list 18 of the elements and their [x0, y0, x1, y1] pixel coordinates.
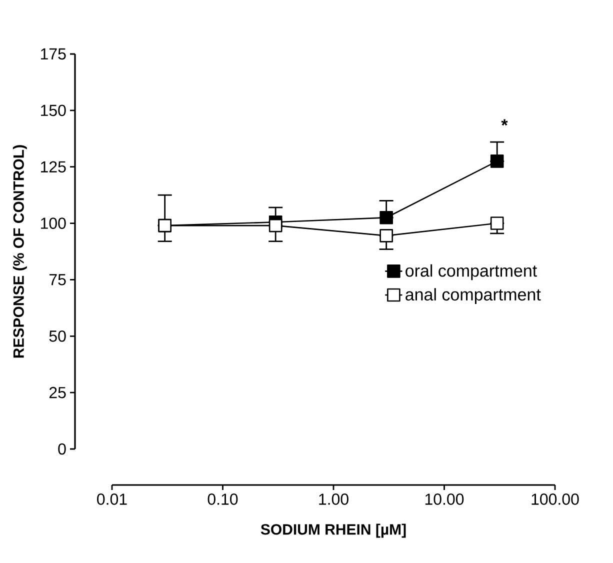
x-tick-label: 100.00: [532, 494, 579, 505]
y-tick-label: 100: [41, 218, 66, 229]
legend-label: anal compartment: [406, 288, 541, 304]
annotation: *: [501, 119, 508, 126]
x-axis-title: SODIUM RHEIN [µM]: [260, 524, 406, 538]
x-tick-label: 10.00: [425, 494, 464, 505]
x-tick-label: 1.00: [319, 494, 348, 505]
y-tick-label: 150: [41, 104, 66, 116]
y-tick-label: 0: [58, 443, 66, 455]
y-tick-label: 175: [41, 48, 66, 60]
x-tick-label: 0.10: [208, 494, 238, 505]
legend-label: oral compartment: [406, 264, 537, 280]
y-tick-label: 50: [49, 330, 66, 342]
y-tick-label: 75: [49, 274, 66, 286]
y-tick-label: 125: [41, 161, 66, 173]
y-tick-label: 25: [49, 386, 66, 398]
x-tick-label: 0.01: [97, 494, 127, 505]
y-axis-title: RESPONSE (% OF CONTROL): [12, 145, 27, 358]
